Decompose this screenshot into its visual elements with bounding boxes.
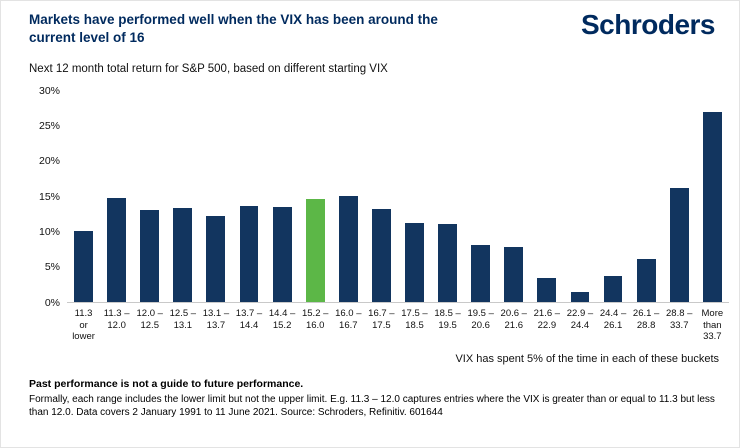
y-axis-label: 10% xyxy=(38,225,60,238)
schroders-logo: Schroders xyxy=(581,9,716,40)
bar-slot xyxy=(563,91,596,302)
footer-note: Formally, each range includes the lower … xyxy=(29,393,715,418)
chart-title-line2: current level of 16 xyxy=(29,29,145,45)
x-axis-label: 18.5 –19.5 xyxy=(434,307,461,331)
y-axis-label: 20% xyxy=(38,155,60,168)
bar-16.7-17.5 xyxy=(371,208,391,302)
y-axis-label: 15% xyxy=(38,190,60,203)
chart-annotation: VIX has spent 5% of the time in each of … xyxy=(455,353,719,366)
bar-slot xyxy=(232,91,265,302)
y-axis-label: 25% xyxy=(38,119,60,132)
bar-slot xyxy=(299,91,332,302)
x-axis-label: 13.7 –14.4 xyxy=(235,307,263,331)
bar-slot xyxy=(597,91,630,302)
x-axis-label: 16.7 –17.5 xyxy=(368,307,395,331)
footer-warning: Past performance is not a guide to futur… xyxy=(29,378,304,391)
y-axis-label: 0% xyxy=(44,296,60,309)
chart-title: Markets have performed well when the VIX… xyxy=(29,11,438,47)
x-axis-label: 16.0 –16.7 xyxy=(335,307,362,331)
bar-22.9-24.4 xyxy=(570,292,590,302)
bar-24.4-26.1 xyxy=(603,275,623,302)
bar-21.6-22.9 xyxy=(537,278,557,302)
bar-26.1-28.8 xyxy=(636,259,656,302)
bar-slot xyxy=(530,91,563,302)
x-axis-label: 14.4 –15.2 xyxy=(268,307,296,331)
y-axis-label: 5% xyxy=(44,261,60,274)
x-axis-label: 24.4 –26.1 xyxy=(599,307,627,331)
x-axis-label: 22.9 –24.4 xyxy=(566,307,594,331)
bar-14.4-15.2 xyxy=(272,206,292,302)
bar-slot xyxy=(166,91,199,302)
x-axis-label: 28.8 –33.7 xyxy=(666,307,693,331)
bar-12.0-12.5 xyxy=(140,210,160,302)
x-axis-label: 17.5 –18.5 xyxy=(401,307,428,331)
bar-More-than-33.7 xyxy=(702,111,722,302)
chart-subtitle: Next 12 month total return for S&P 500, … xyxy=(29,62,388,75)
plot-area xyxy=(67,91,729,303)
y-axis: 0% 5% 10% 15% 20% 25% 30% xyxy=(29,85,67,309)
bar-slot xyxy=(67,91,100,302)
bar-slot xyxy=(133,91,166,302)
header: Markets have performed well when the VIX… xyxy=(29,9,729,47)
chart-title-line1: Markets have performed well when the VIX… xyxy=(29,12,438,27)
bar-13.7-14.4 xyxy=(239,205,259,302)
bar-11.3-or-lower xyxy=(74,230,93,302)
bar-28.8-33.7 xyxy=(669,188,689,302)
y-axis-label: 30% xyxy=(38,84,60,97)
x-axis-label: 12.0 –12.5 xyxy=(136,307,163,331)
bar-slot xyxy=(663,91,696,302)
bar-slot xyxy=(332,91,365,302)
bar-slot xyxy=(199,91,232,302)
x-axis-label: 11.3 or lower xyxy=(72,307,95,343)
bar-slot xyxy=(365,91,398,302)
bar-15.2-16.0 xyxy=(305,198,325,302)
bar-slot xyxy=(497,91,530,302)
bar-13.1-13.7 xyxy=(206,215,226,302)
chart-region: 0% 5% 10% 15% 20% 25% 30% xyxy=(29,85,729,309)
bar-17.5-18.5 xyxy=(405,222,424,302)
x-axis-label: 20.6 –21.6 xyxy=(500,307,527,331)
bar-16.0-16.7 xyxy=(338,196,358,302)
bar-slot xyxy=(431,91,464,302)
x-axis-label: More than 33.7 xyxy=(701,307,724,343)
bar-12.5-13.1 xyxy=(173,208,193,302)
x-axis-label: 13.1 –13.7 xyxy=(202,307,230,331)
bar-19.5-20.6 xyxy=(471,245,491,302)
bar-20.6-21.6 xyxy=(504,246,524,302)
bar-slot xyxy=(266,91,299,302)
x-axis-labels: 11.3 or lower 11.3 –12.0 12.0 –12.5 12.5 –13.… xyxy=(67,308,729,344)
bar-18.5-19.5 xyxy=(438,223,457,302)
x-axis-label: 21.6 –22.9 xyxy=(533,307,561,331)
x-axis-label: 12.5 –13.1 xyxy=(169,307,197,331)
bar-slot xyxy=(630,91,663,302)
bar-slot xyxy=(398,91,431,302)
bar-11.3-12.0 xyxy=(107,197,127,302)
x-axis-label: 26.1 –28.8 xyxy=(632,307,660,331)
footer: Past performance is not a guide to futur… xyxy=(29,378,729,419)
x-axis-label: 11.3 –12.0 xyxy=(103,307,130,331)
x-axis-label: 15.2 –16.0 xyxy=(301,307,329,331)
bar-slot xyxy=(696,91,729,302)
bar-slot xyxy=(100,91,133,302)
bar-slot xyxy=(464,91,497,302)
x-axis-label: 19.5 –20.6 xyxy=(467,307,494,331)
